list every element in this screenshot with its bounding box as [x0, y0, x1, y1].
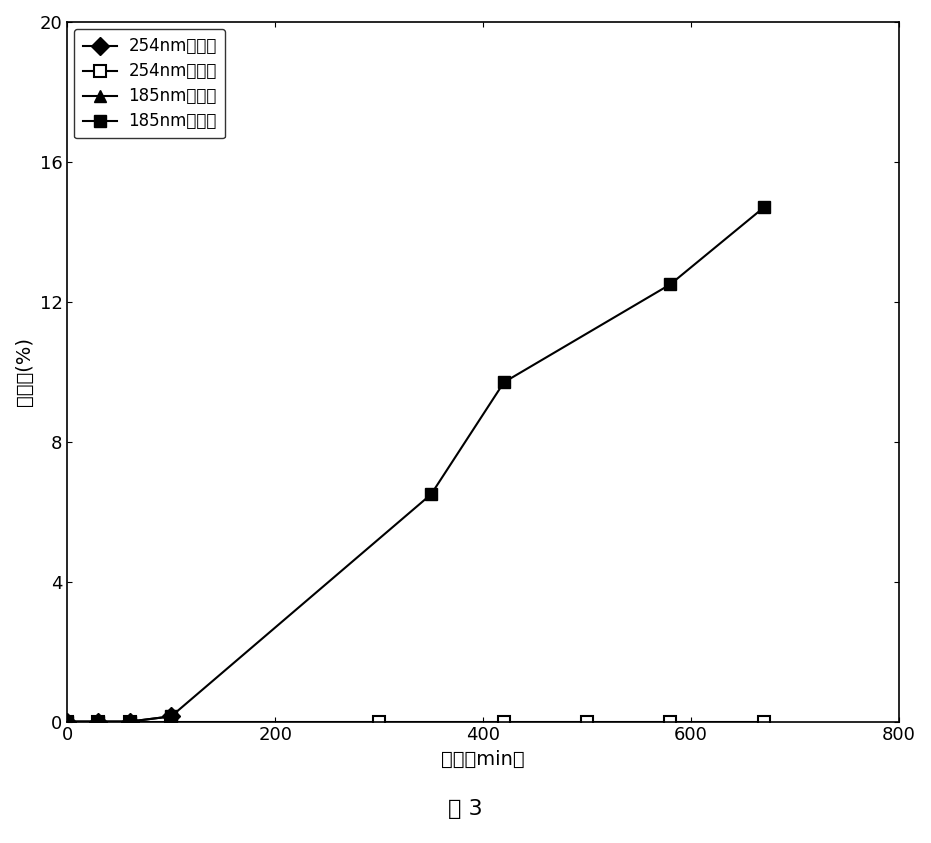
185nm通氮气 [759, 202, 770, 212]
Legend: 254nm通氮气, 254nm通氧气, 185nm通氧气, 185nm通氮气: 254nm通氮气, 254nm通氧气, 185nm通氧气, 185nm通氮气 [74, 29, 225, 138]
254nm通氧气 [124, 717, 135, 727]
185nm通氧气 [93, 717, 104, 727]
254nm通氧气 [61, 717, 73, 727]
254nm通氧气 [665, 717, 676, 727]
254nm通氧气 [373, 717, 385, 727]
Text: 图 3: 图 3 [448, 799, 483, 819]
185nm通氮气 [93, 717, 104, 727]
Line: 185nm通氧气: 185nm通氧气 [61, 716, 136, 728]
254nm通氮气 [124, 717, 135, 727]
254nm通氧气 [166, 717, 177, 727]
Line: 254nm通氧气: 254nm通氧气 [61, 716, 770, 728]
254nm通氮气 [61, 717, 73, 727]
254nm通氧气 [498, 717, 509, 727]
185nm通氧气 [61, 717, 73, 727]
185nm通氮气 [498, 377, 509, 387]
185nm通氮气 [61, 717, 73, 727]
185nm通氮气 [665, 279, 676, 289]
185nm通氮气 [124, 717, 135, 727]
Line: 254nm通氮气: 254nm通氮气 [61, 710, 178, 728]
X-axis label: 时间（min）: 时间（min） [441, 750, 525, 769]
185nm通氧气 [124, 717, 135, 727]
185nm通氮气 [425, 489, 437, 499]
254nm通氮气 [93, 717, 104, 727]
185nm通氮气 [166, 711, 177, 722]
254nm通氧气 [582, 717, 593, 727]
254nm通氧气 [759, 717, 770, 727]
254nm通氧气 [93, 717, 104, 727]
Y-axis label: 脱氟率(%): 脱氟率(%) [15, 337, 34, 406]
Line: 185nm通氮气: 185nm通氮气 [61, 201, 770, 728]
254nm通氮气 [166, 711, 177, 722]
